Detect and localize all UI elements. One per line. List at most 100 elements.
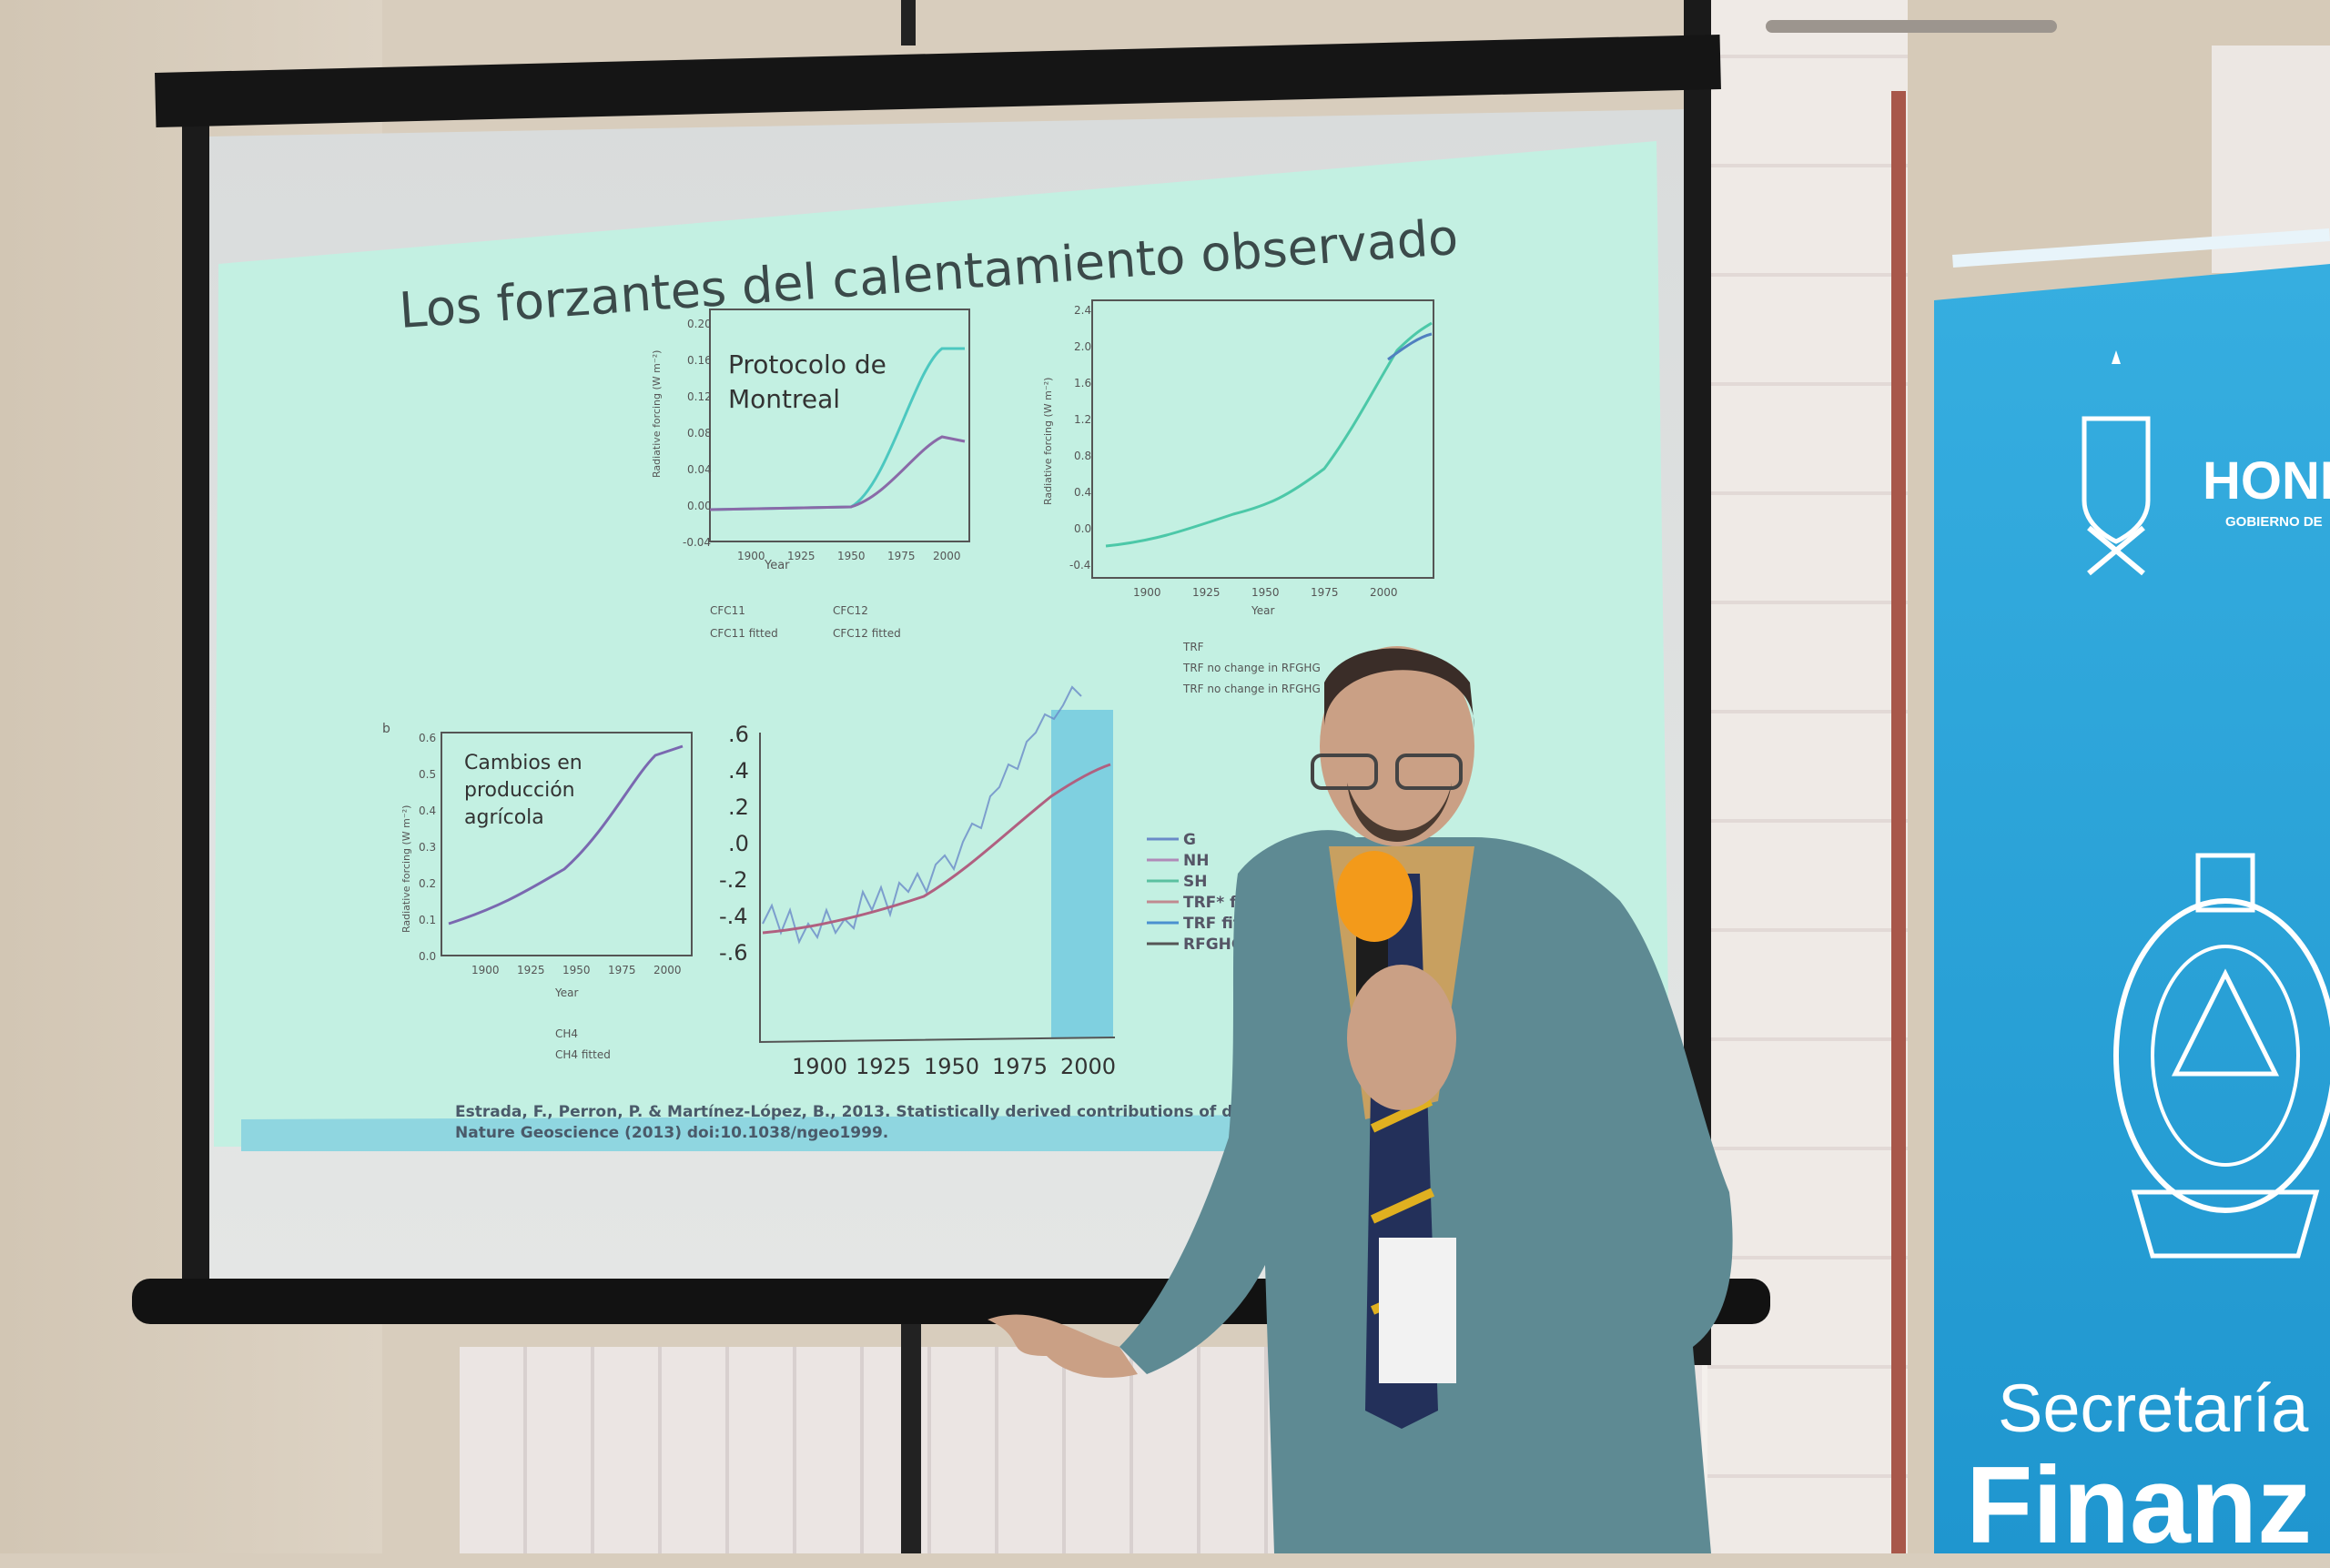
x-tick: 1900 bbox=[471, 964, 500, 976]
y-tick: 0.04 bbox=[687, 463, 712, 476]
head bbox=[1320, 646, 1474, 846]
y-tick: -.4 bbox=[719, 904, 748, 929]
y-tick: 0.00 bbox=[687, 500, 712, 512]
banner-subtitle: GOBIERNO DE bbox=[2225, 514, 2323, 530]
curtain-rod bbox=[1766, 20, 2057, 33]
x-tick: 1975 bbox=[1311, 586, 1339, 599]
screen-frame-left bbox=[182, 118, 209, 1292]
series-trf bbox=[1105, 321, 1433, 548]
legend-item: TRF no change in RFGHG bbox=[1182, 662, 1321, 674]
annotation: producción bbox=[464, 779, 575, 802]
name-badge bbox=[1379, 1238, 1456, 1383]
x-tick: 1925 bbox=[1192, 586, 1221, 599]
x-tick: 1925 bbox=[856, 1054, 911, 1079]
annotation: Cambios en bbox=[464, 752, 582, 774]
y-tick: -0.4 bbox=[1069, 559, 1090, 572]
legend-item: CFC11 bbox=[710, 604, 745, 617]
x-tick: 1925 bbox=[517, 964, 545, 976]
curtain-edge bbox=[1891, 91, 1906, 1553]
y-tick: 0.6 bbox=[419, 732, 436, 744]
x-tick: 1950 bbox=[837, 550, 866, 562]
annotation: Montreal bbox=[728, 384, 840, 414]
series-cfc12 bbox=[709, 347, 965, 511]
y-tick: .2 bbox=[728, 794, 749, 820]
banner-line-1: Secretaría bbox=[1998, 1371, 2309, 1446]
y-tick: 0.0 bbox=[419, 950, 436, 963]
series-ch4 bbox=[448, 744, 684, 926]
legend-item: SH bbox=[1183, 873, 1207, 891]
annotation: agrícola bbox=[464, 806, 544, 829]
screen-hanger bbox=[901, 0, 916, 46]
x-axis-label: Year bbox=[764, 559, 790, 572]
legend-item: G bbox=[1183, 831, 1196, 849]
x-tick: 1900 bbox=[737, 550, 765, 562]
microphone bbox=[1336, 851, 1413, 942]
series-trf-fitted bbox=[762, 763, 1111, 935]
x-tick: 1975 bbox=[608, 964, 636, 976]
banner-name: HOND bbox=[2203, 451, 2330, 511]
y-tick: 0.16 bbox=[687, 354, 712, 367]
beard bbox=[1347, 783, 1452, 842]
y-axis-label: Radiative forcing (W m⁻²) bbox=[651, 350, 663, 478]
citation-line-1: Estrada, F., Perron, P. & Martínez-López… bbox=[455, 1103, 1482, 1121]
y-tick: 0.12 bbox=[687, 390, 712, 403]
y-tick: 1.6 bbox=[1074, 377, 1091, 389]
chart-frame bbox=[1091, 299, 1434, 579]
x-tick: 2000 bbox=[1060, 1054, 1116, 1079]
x-tick: 1900 bbox=[792, 1054, 847, 1079]
chart-axes bbox=[759, 733, 1116, 1044]
y-tick: 0.0 bbox=[1074, 522, 1091, 535]
chart-frame bbox=[441, 732, 693, 956]
legend-item: CFC12 bbox=[833, 604, 868, 617]
series-trf-blue bbox=[1387, 332, 1433, 361]
y-axis-label: Radiative forcing (W m⁻²) bbox=[400, 805, 412, 933]
shaded-period bbox=[1051, 710, 1113, 1037]
y-tick: 0.2 bbox=[419, 877, 436, 890]
y-tick: 0.1 bbox=[419, 914, 436, 926]
x-tick: 2000 bbox=[933, 550, 961, 562]
y-tick: 0.3 bbox=[419, 841, 436, 854]
y-tick: 1.2 bbox=[1074, 413, 1091, 426]
chart-total-forcing: 1900 1925 1950 1975 2000 Year 2.4 2.0 1.… bbox=[1042, 299, 1434, 695]
series-temperature-observed bbox=[762, 685, 1082, 945]
hand-holding-mic bbox=[1347, 965, 1456, 1110]
x-axis-label: Year bbox=[554, 986, 578, 999]
annotation: Protocolo de bbox=[728, 349, 886, 379]
y-tick: 0.4 bbox=[1074, 486, 1091, 499]
x-tick: 1975 bbox=[992, 1054, 1048, 1079]
presenter bbox=[988, 646, 1733, 1553]
y-tick: 0.08 bbox=[687, 427, 712, 440]
national-seal-icon bbox=[2113, 853, 2330, 1259]
y-tick: .4 bbox=[728, 758, 749, 784]
y-tick: 2.4 bbox=[1074, 304, 1091, 317]
hair bbox=[1324, 648, 1474, 728]
legend-item: CFC12 fitted bbox=[833, 627, 901, 640]
legend-item: TRF bbox=[1182, 641, 1204, 653]
x-tick: 2000 bbox=[1370, 586, 1398, 599]
y-tick: .0 bbox=[728, 831, 749, 856]
chart-frame bbox=[709, 309, 970, 542]
legend-item: TRF no change in RFGHG bbox=[1182, 683, 1321, 695]
gesturing-hand bbox=[988, 1314, 1138, 1378]
citation-line-2: Nature Geoscience (2013) doi:10.1038/nge… bbox=[455, 1124, 888, 1142]
y-tick: -0.04 bbox=[683, 536, 711, 549]
chart-cfc: Protocolo de Montreal Year CFC11 CFC12 C… bbox=[651, 309, 970, 640]
y-tick: -.6 bbox=[719, 940, 748, 966]
y-tick: 0.8 bbox=[1074, 450, 1091, 462]
x-tick: 1900 bbox=[1133, 586, 1161, 599]
x-tick: 1925 bbox=[787, 550, 816, 562]
slide-footer-band bbox=[241, 1115, 1306, 1151]
y-tick: 2.0 bbox=[1074, 340, 1091, 353]
series-cfc11 bbox=[709, 435, 966, 511]
y-tick: .6 bbox=[728, 722, 749, 747]
x-axis-label: Year bbox=[1251, 604, 1274, 617]
glasses-icon bbox=[1311, 754, 1463, 790]
legend-item: RFGHG bbox=[1183, 936, 1244, 954]
x-tick: 1975 bbox=[887, 550, 916, 562]
legend-item: CH4 bbox=[555, 1027, 578, 1040]
screen-stand bbox=[901, 1324, 921, 1553]
x-tick: 1950 bbox=[924, 1054, 979, 1079]
legend-item: CFC11 fitted bbox=[710, 627, 778, 640]
x-tick: 2000 bbox=[653, 964, 682, 976]
y-tick: 0.20 bbox=[687, 318, 712, 330]
